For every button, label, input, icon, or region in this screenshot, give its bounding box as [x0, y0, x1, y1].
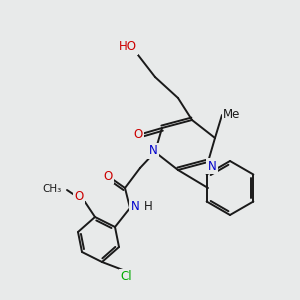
Text: HO: HO: [119, 40, 137, 53]
Text: N: N: [148, 145, 158, 158]
Text: O: O: [103, 169, 112, 182]
Text: N: N: [208, 160, 216, 172]
Text: H: H: [144, 200, 153, 212]
Text: O: O: [134, 128, 142, 142]
Text: Cl: Cl: [120, 271, 132, 284]
Text: N: N: [130, 200, 140, 212]
Text: Me: Me: [223, 107, 241, 121]
Text: O: O: [74, 190, 84, 202]
Text: CH₃: CH₃: [43, 184, 62, 194]
